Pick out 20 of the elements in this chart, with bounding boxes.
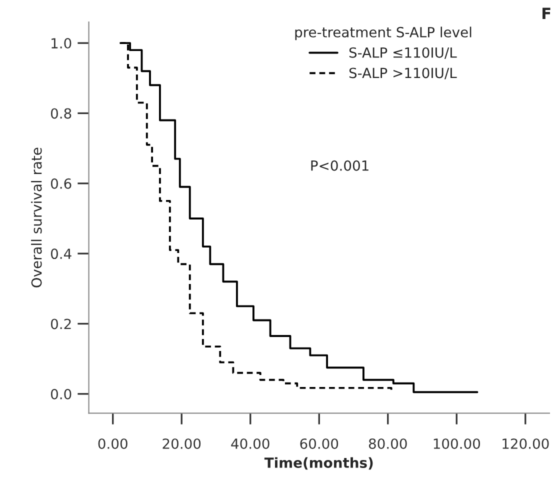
x-axis-title: Time(months) xyxy=(264,457,373,470)
legend-label: S-ALP ≤110IU/L xyxy=(349,47,457,59)
x-tick-label: 20.00 xyxy=(162,438,201,449)
y-tick-label: 0.4 xyxy=(50,248,72,260)
x-tick-label: 80.00 xyxy=(368,438,407,449)
legend-title: pre-treatment S-ALP level xyxy=(295,26,472,40)
x-tick-label: 100.00 xyxy=(434,438,480,449)
x-tick-label: 40.00 xyxy=(231,438,270,449)
y-tick-label: 0.6 xyxy=(50,178,72,189)
x-tick-label: 60.00 xyxy=(300,438,338,449)
y-tick-label: 0.8 xyxy=(50,108,72,119)
x-tick-label: 0.00 xyxy=(98,438,128,449)
y-tick-label: 0.2 xyxy=(50,318,71,330)
y-axis-title: Overall survival rate xyxy=(31,148,42,288)
y-tick-label: 1.0 xyxy=(52,38,72,49)
legend-label: S-ALP >110IU/L xyxy=(349,68,457,80)
annotation: P<0.001 xyxy=(311,160,368,171)
x-tick-label: 120.00 xyxy=(502,438,549,449)
y-tick-label: 0.0 xyxy=(50,388,72,400)
text: F xyxy=(542,8,550,19)
